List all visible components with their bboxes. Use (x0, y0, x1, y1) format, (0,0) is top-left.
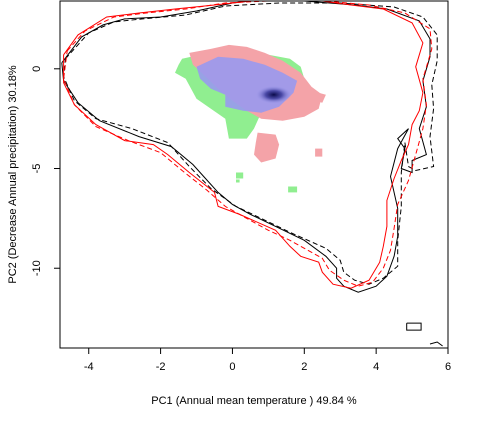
red-dashed-contour-line (63, 1, 433, 287)
x-tick-label: -2 (156, 361, 166, 373)
y-tick-label: -5 (31, 164, 43, 174)
red-solid-contour-line (63, 1, 424, 289)
y-axis-label: PC2 (Decrease Annual precipitation) 30.1… (7, 65, 19, 284)
red-density-region (315, 92, 326, 103)
red-density-region (315, 148, 323, 157)
green-density-region (236, 172, 244, 179)
x-axis-label: PC1 (Annual mean temperature ) 49.84 % (151, 395, 357, 407)
x-tick-label: 6 (445, 361, 451, 373)
green-density-region (236, 179, 240, 183)
contour-layer (61, 1, 443, 347)
x-tick-label: 0 (229, 361, 235, 373)
black-solid-contour-line (429, 341, 443, 347)
red-density-region (254, 132, 280, 163)
density-layer (175, 44, 326, 193)
black-dashed-contour-line (63, 2, 438, 285)
x-axis: -4 -2 0 2 4 6 (84, 348, 451, 373)
green-density-region (288, 186, 298, 193)
y-tick-label: 0 (31, 66, 43, 72)
plot-frame (59, 0, 449, 349)
x-tick-label: -4 (84, 361, 94, 373)
y-axis: 0 -5 -10 (31, 66, 60, 276)
y-tick-label: -10 (31, 260, 43, 276)
black-solid-contour-line (61, 1, 431, 293)
x-tick-label: 2 (301, 361, 307, 373)
blue-density-core (255, 85, 292, 104)
x-tick-label: 4 (373, 361, 379, 373)
black-solid-contour-line (406, 322, 422, 331)
